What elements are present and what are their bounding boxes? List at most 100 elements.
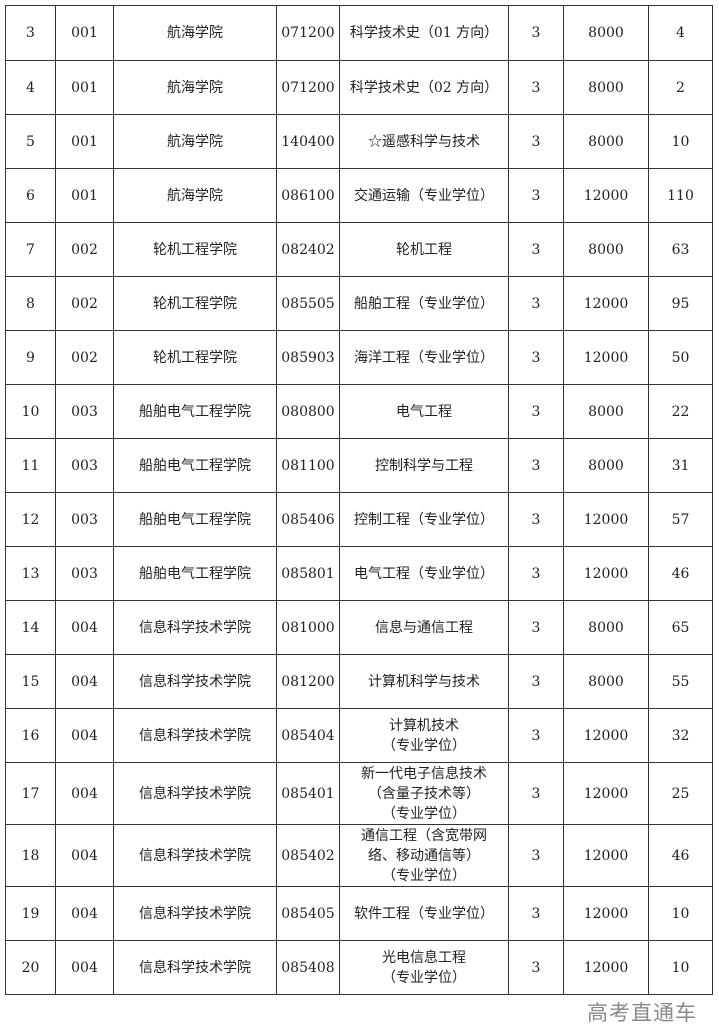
table-row: 6 001 航海学院 086100 交通运输（专业学位） 3 12000 110: [5, 168, 713, 223]
cell-years: 3: [508, 940, 564, 995]
table-row: 10 003 船舶电气工程学院 080800 电气工程 3 8000 22: [5, 384, 713, 439]
table-row: 18 004 信息科学技术学院 085402 通信工程（含宽带网 络、移动通信等） （专…: [5, 824, 713, 887]
cell-major-name: 科学技术史（01 方向）: [339, 5, 509, 61]
table-row: 9 002 轮机工程学院 085903 海洋工程（专业学位） 3 12000 50: [5, 330, 713, 385]
cell-college-name: 信息科学技术学院: [113, 940, 277, 995]
cell-tuition: 8000: [563, 384, 649, 439]
cell-major-code: 085404: [276, 708, 340, 763]
cell-college-name: 轮机工程学院: [113, 222, 277, 277]
cell-college-code: 003: [55, 384, 114, 439]
cell-college-name: 信息科学技术学院: [113, 600, 277, 655]
table-row: 14 004 信息科学技术学院 081000 信息与通信工程 3 8000 65: [5, 600, 713, 655]
cell-college-name: 船舶电气工程学院: [113, 384, 277, 439]
cell-quota: 55: [648, 654, 713, 709]
cell-major-name: 控制工程（专业学位）: [339, 492, 509, 547]
cell-major-code: 082402: [276, 222, 340, 277]
cell-years: 3: [508, 762, 564, 825]
cell-major-name: 光电信息工程 （专业学位）: [339, 940, 509, 995]
table-row: 19 004 信息科学技术学院 085405 软件工程（专业学位） 3 12000 10: [5, 886, 713, 941]
cell-college-code: 003: [55, 546, 114, 601]
cell-major-name: 电气工程（专业学位）: [339, 546, 509, 601]
cell-tuition: 8000: [563, 438, 649, 493]
table-row: 17 004 信息科学技术学院 085401 新一代电子信息技术 （含量子技术等） （专…: [5, 762, 713, 825]
table-row: 13 003 船舶电气工程学院 085801 电气工程（专业学位） 3 12000 46: [5, 546, 713, 601]
table-row: 12 003 船舶电气工程学院 085406 控制工程（专业学位） 3 12000 57: [5, 492, 713, 547]
cell-college-code: 001: [55, 114, 114, 169]
cell-major-code: 071200: [276, 5, 340, 61]
cell-index: 10: [5, 384, 56, 439]
cell-index: 11: [5, 438, 56, 493]
cell-index: 13: [5, 546, 56, 601]
cell-years: 3: [508, 168, 564, 223]
cell-major-name: 通信工程（含宽带网 络、移动通信等） （专业学位）: [339, 824, 509, 887]
cell-major-name: 信息与通信工程: [339, 600, 509, 655]
cell-college-code: 002: [55, 222, 114, 277]
cell-college-name: 信息科学技术学院: [113, 886, 277, 941]
cell-years: 3: [508, 546, 564, 601]
cell-tuition: 12000: [563, 492, 649, 547]
cell-tuition: 8000: [563, 600, 649, 655]
cell-major-code: 080800: [276, 384, 340, 439]
cell-years: 3: [508, 600, 564, 655]
cell-years: 3: [508, 708, 564, 763]
cell-college-name: 船舶电气工程学院: [113, 438, 277, 493]
cell-major-name: 新一代电子信息技术 （含量子技术等） （专业学位）: [339, 762, 509, 825]
cell-major-name: 电气工程: [339, 384, 509, 439]
cell-tuition: 12000: [563, 276, 649, 331]
cell-college-code: 002: [55, 276, 114, 331]
cell-tuition: 12000: [563, 824, 649, 887]
cell-index: 12: [5, 492, 56, 547]
cell-major-code: 085405: [276, 886, 340, 941]
watermark: 高考直通车: [587, 1001, 697, 1025]
cell-quota: 110: [648, 168, 713, 223]
cell-college-code: 003: [55, 492, 114, 547]
cell-major-code: 081200: [276, 654, 340, 709]
cell-tuition: 8000: [563, 222, 649, 277]
cell-college-code: 004: [55, 886, 114, 941]
cell-index: 16: [5, 708, 56, 763]
cell-index: 5: [5, 114, 56, 169]
cell-college-code: 001: [55, 168, 114, 223]
cell-major-code: 085505: [276, 276, 340, 331]
cell-quota: 63: [648, 222, 713, 277]
cell-years: 3: [508, 276, 564, 331]
cell-college-code: 004: [55, 600, 114, 655]
cell-college-code: 004: [55, 940, 114, 995]
cell-quota: 4: [648, 5, 713, 61]
cell-major-code: 085408: [276, 940, 340, 995]
cell-index: 20: [5, 940, 56, 995]
table-row: 7 002 轮机工程学院 082402 轮机工程 3 8000 63: [5, 222, 713, 277]
cell-quota: 46: [648, 824, 713, 887]
enrollment-table: 3 001 航海学院 071200 科学技术史（01 方向） 3 8000 4 4 001 航海学院…: [5, 5, 713, 995]
cell-college-name: 航海学院: [113, 114, 277, 169]
cell-major-code: 071200: [276, 60, 340, 115]
table-row: 11 003 船舶电气工程学院 081100 控制科学与工程 3 8000 31: [5, 438, 713, 493]
cell-quota: 2: [648, 60, 713, 115]
cell-major-code: 140400: [276, 114, 340, 169]
cell-years: 3: [508, 886, 564, 941]
cell-years: 3: [508, 438, 564, 493]
cell-years: 3: [508, 222, 564, 277]
cell-years: 3: [508, 114, 564, 169]
cell-index: 3: [5, 5, 56, 61]
cell-index: 9: [5, 330, 56, 385]
cell-index: 17: [5, 762, 56, 825]
cell-index: 15: [5, 654, 56, 709]
cell-quota: 46: [648, 546, 713, 601]
cell-tuition: 8000: [563, 654, 649, 709]
cell-tuition: 12000: [563, 168, 649, 223]
cell-quota: 10: [648, 886, 713, 941]
cell-years: 3: [508, 384, 564, 439]
cell-college-name: 船舶电气工程学院: [113, 492, 277, 547]
cell-college-code: 002: [55, 330, 114, 385]
cell-quota: 22: [648, 384, 713, 439]
cell-major-name: 交通运输（专业学位）: [339, 168, 509, 223]
cell-tuition: 8000: [563, 114, 649, 169]
cell-major-code: 085801: [276, 546, 340, 601]
cell-college-code: 004: [55, 654, 114, 709]
cell-index: 14: [5, 600, 56, 655]
cell-college-name: 船舶电气工程学院: [113, 546, 277, 601]
cell-quota: 10: [648, 940, 713, 995]
table-row: 16 004 信息科学技术学院 085404 计算机技术 （专业学位） 3 12000 32: [5, 708, 713, 763]
cell-college-name: 轮机工程学院: [113, 330, 277, 385]
